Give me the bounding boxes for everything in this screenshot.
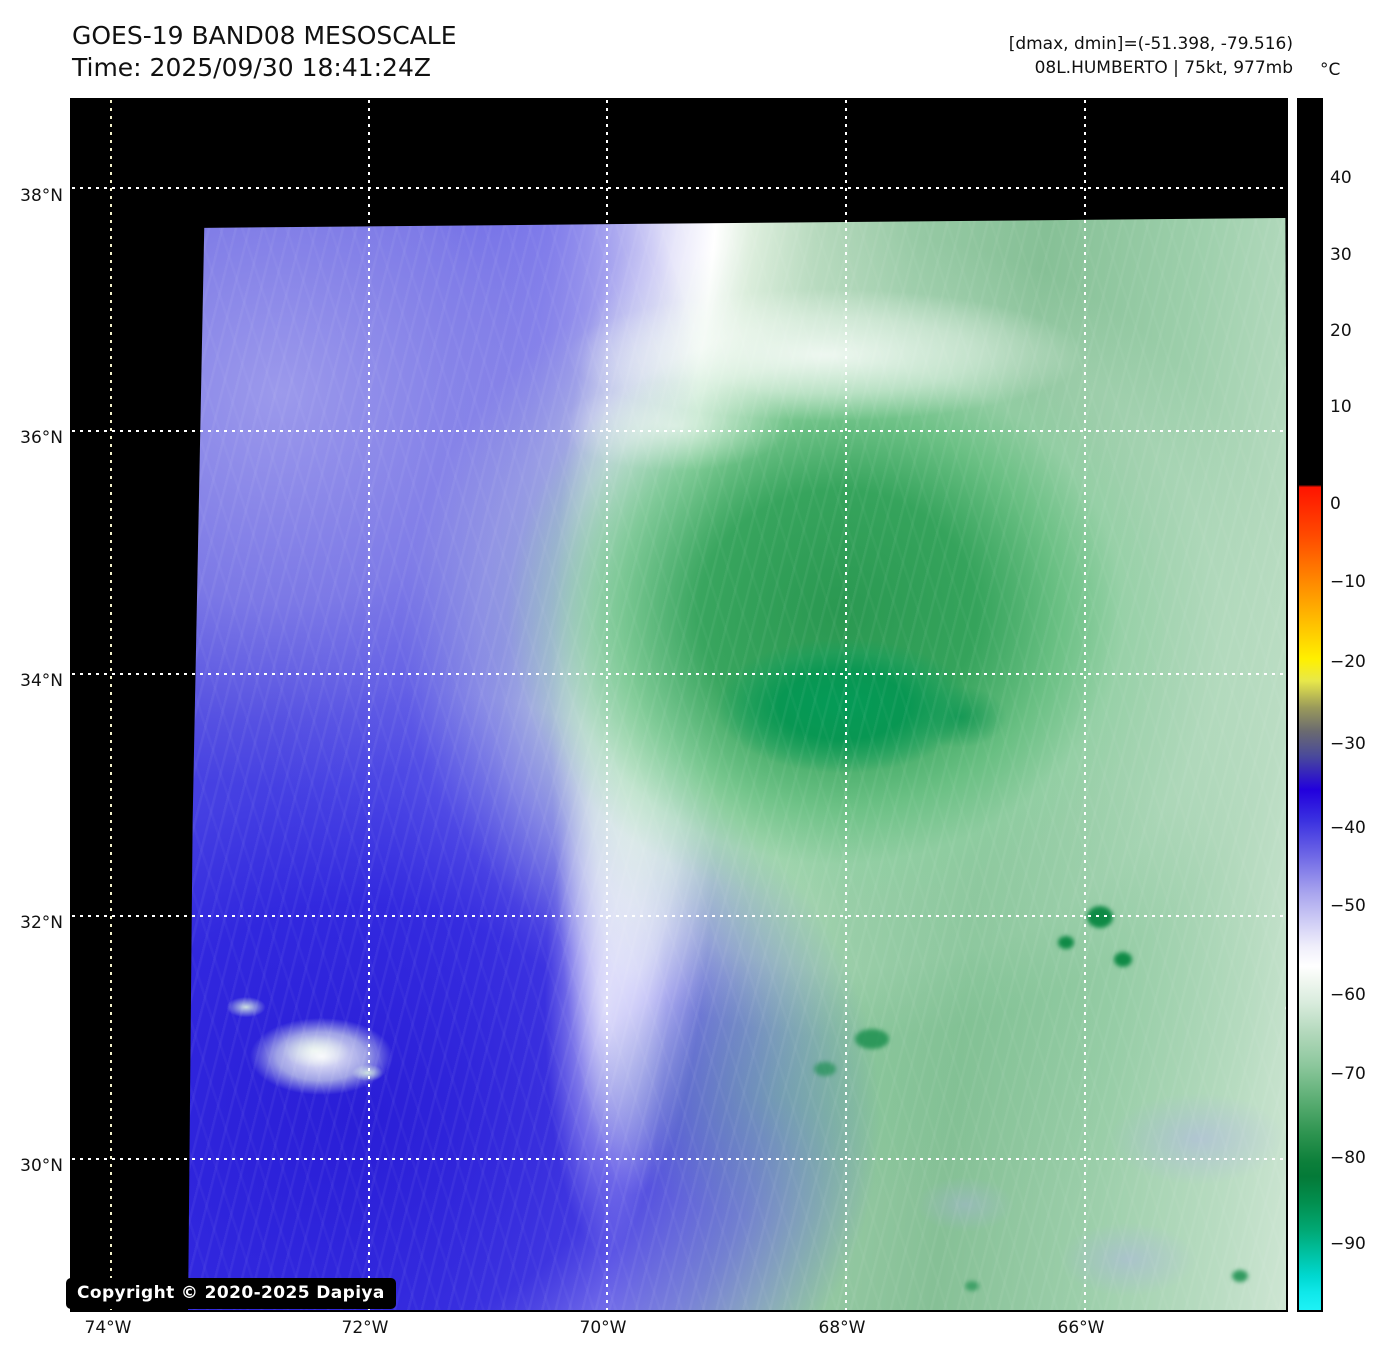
ytick-label-38n: 38°N	[20, 186, 63, 206]
xtick-label-66w: 66°W	[1057, 1318, 1105, 1338]
raster-layer-cirrus-texture	[188, 218, 1286, 1310]
ytick-label-36n: 36°N	[20, 428, 63, 448]
map-canvas	[72, 100, 1286, 1310]
xtick-label-72w: 72°W	[341, 1318, 389, 1338]
colorbar-tick-30: 30	[1330, 245, 1352, 265]
colorbar-tick-20: 20	[1330, 321, 1352, 341]
convective-cell	[855, 1029, 889, 1050]
data-range-label: [dmax, dmin]=(-51.398, -79.516)	[1008, 34, 1293, 54]
colorbar-tick-m70: −70	[1330, 1064, 1366, 1084]
xtick-label-70w: 70°W	[579, 1318, 627, 1338]
colorbar[interactable]	[1297, 98, 1323, 1312]
colorbar-tick-m80: −80	[1330, 1148, 1366, 1168]
convective-cell	[1232, 1270, 1248, 1283]
convective-cell	[965, 1281, 980, 1292]
xtick-label-74w: 74°W	[84, 1318, 132, 1338]
colorbar-tick-m40: −40	[1330, 818, 1366, 838]
convective-cell	[1058, 935, 1074, 949]
colorbar-tick-m50: −50	[1330, 896, 1366, 916]
bermuda-coastline-icon	[1285, 994, 1286, 1011]
ytick-label-34n: 34°N	[20, 671, 63, 691]
colorbar-tick-m10: −10	[1330, 572, 1366, 592]
ytick-label-32n: 32°N	[20, 913, 63, 933]
colorbar-unit-label: °C	[1320, 60, 1341, 80]
header-metadata: [dmax, dmin]=(-51.398, -79.516) 08L.HUMB…	[873, 32, 1293, 80]
gridline-lat-38	[72, 187, 1286, 189]
colorbar-tick-m90: −90	[1330, 1234, 1366, 1254]
convective-cell	[814, 1061, 837, 1076]
ytick-label-30n: 30°N	[20, 1156, 63, 1176]
colorbar-tick-40: 40	[1330, 168, 1352, 188]
colorbar-tick-m60: −60	[1330, 985, 1366, 1005]
raster-layer-southwest-cells	[188, 218, 1286, 1310]
gridline-lon-74	[110, 100, 112, 1310]
convective-cell	[1113, 952, 1132, 968]
title-product: GOES-19 BAND08 MESOSCALE	[72, 21, 457, 50]
page-title: GOES-19 BAND08 MESOSCALE Time: 2025/09/3…	[72, 20, 772, 84]
title-timestamp: Time: 2025/09/30 18:41:24Z	[72, 53, 431, 82]
convective-cell	[1087, 906, 1113, 929]
colorbar-gradient	[1297, 98, 1323, 1312]
satellite-imagery-raster	[188, 218, 1286, 1310]
colorbar-tick-m20: −20	[1330, 652, 1366, 672]
colorbar-tick-10: 10	[1330, 397, 1352, 417]
colorbar-tick-0: 0	[1330, 494, 1341, 514]
copyright-watermark: Copyright © 2020-2025 Dapiya	[66, 1278, 396, 1309]
xtick-label-68w: 68°W	[818, 1318, 866, 1338]
storm-info-label: 08L.HUMBERTO | 75kt, 977mb	[1034, 58, 1293, 78]
colorbar-tick-m30: −30	[1330, 734, 1366, 754]
satellite-map-plot[interactable]	[70, 98, 1288, 1312]
